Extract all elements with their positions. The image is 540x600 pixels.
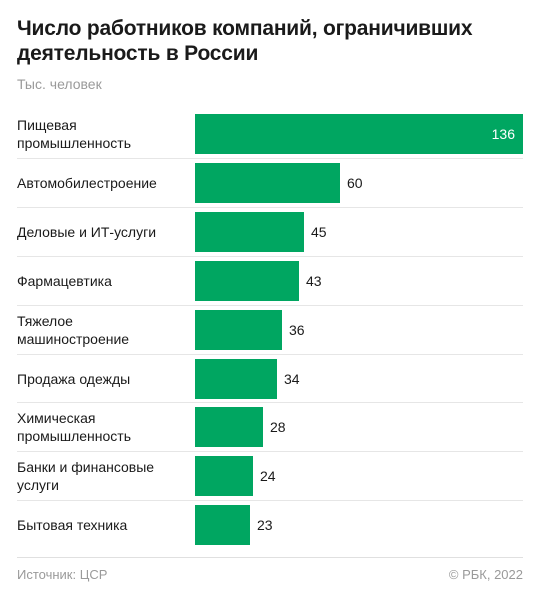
- value-label: 34: [284, 371, 300, 387]
- bar: [195, 114, 523, 154]
- category-label: Пищевая промышленность: [17, 117, 131, 151]
- bar: [195, 261, 299, 301]
- copyright-label: © РБК, 2022: [448, 567, 523, 582]
- bar: [195, 359, 277, 399]
- source-label: Источник: ЦСР: [17, 567, 108, 582]
- bar: [195, 163, 340, 203]
- bar: [195, 407, 263, 447]
- value-label: 136: [491, 126, 515, 142]
- chart-title: Число работников компаний, ограничивших …: [17, 17, 473, 65]
- bar: [195, 456, 253, 496]
- category-label: Банки и финансовые услуги: [17, 459, 155, 493]
- value-label: 43: [306, 273, 322, 289]
- row-divider: [17, 256, 523, 257]
- row-divider: [17, 354, 523, 355]
- bar: [195, 310, 282, 350]
- value-label: 45: [311, 224, 327, 240]
- value-label: 36: [289, 322, 305, 338]
- row-divider: [17, 207, 523, 208]
- value-label: 24: [260, 468, 276, 484]
- category-label: Тяжелое машиностроение: [17, 313, 130, 347]
- row-divider: [17, 402, 523, 403]
- value-label: 60: [347, 175, 363, 191]
- row-divider: [17, 158, 523, 159]
- row-divider: [17, 305, 523, 306]
- category-label: Деловые и ИТ-услуги: [17, 224, 157, 240]
- value-label: 28: [270, 419, 286, 435]
- bar: [195, 505, 250, 545]
- category-label: Химическая промышленность: [17, 410, 131, 444]
- category-label: Продажа одежды: [17, 371, 131, 387]
- bar: [195, 212, 304, 252]
- unit-label: Тыс. человек: [17, 76, 102, 92]
- category-label: Автомобилестроение: [17, 175, 157, 191]
- row-divider: [17, 500, 523, 501]
- category-label: Бытовая техника: [17, 517, 128, 533]
- category-label: Фармацевтика: [17, 273, 112, 289]
- value-label: 23: [257, 517, 273, 533]
- footer-divider: [17, 557, 523, 558]
- row-divider: [17, 451, 523, 452]
